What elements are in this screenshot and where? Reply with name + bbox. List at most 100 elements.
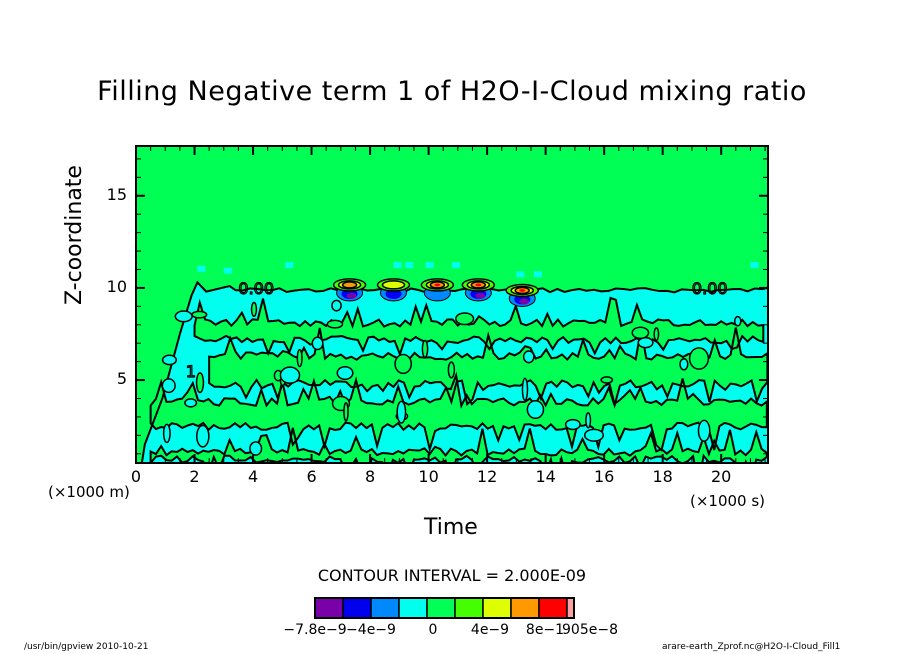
y-unit-label: (×1000 m)	[48, 483, 130, 501]
x-tick-label: 6	[306, 467, 317, 486]
contour-blob	[162, 423, 171, 444]
negative-speck	[405, 262, 414, 269]
positive-band-region	[194, 297, 764, 355]
contour-blob	[688, 347, 710, 370]
contour-blob	[455, 312, 475, 326]
negative-speck	[452, 262, 460, 269]
contour-blob	[653, 327, 660, 342]
colorbar-bin	[426, 597, 456, 619]
colorbar-bin	[342, 597, 372, 619]
contour-blob	[564, 418, 581, 431]
x-tick-label: 2	[189, 467, 200, 486]
colorbar-tick-label: 4e−9	[470, 622, 510, 638]
colorbar-frame	[314, 597, 575, 619]
x-tick-label: 0	[130, 467, 142, 486]
x-tick-label: 8	[364, 467, 376, 486]
x-tick-label: 16	[593, 467, 615, 486]
contour-blob	[522, 350, 535, 364]
positive-cell-peak	[519, 288, 526, 292]
contour-blob	[250, 301, 258, 318]
contour-blob	[600, 376, 614, 384]
positive-cell-peak	[475, 283, 482, 287]
contour-blob	[336, 365, 354, 381]
contour-blob	[697, 419, 711, 442]
contour-value-label: 1	[186, 362, 196, 381]
x-axis-title: Time	[424, 515, 478, 540]
contour-blob	[526, 399, 545, 420]
positive-band-region	[150, 375, 767, 451]
contour-blob	[161, 354, 178, 366]
contour-blob	[585, 412, 592, 429]
contour-blob	[174, 310, 193, 323]
colorbar-bin	[398, 597, 428, 619]
footer-right: arare-earth_Zprof.nc@H2O-I-Cloud_Fill1	[662, 642, 841, 652]
contour-blob	[637, 336, 654, 349]
colorbar-tick-label: 905e−8	[562, 622, 618, 638]
contour-value-label: 0.00	[238, 279, 274, 298]
contour-value-label: 0.00	[692, 279, 728, 298]
x-unit-label: (×1000 s)	[690, 492, 766, 510]
colorbar-bin	[566, 597, 575, 619]
positive-cell-peak	[434, 283, 441, 287]
y-tick-label: 15	[106, 184, 127, 204]
contour-blob	[161, 378, 176, 394]
contour-blob	[296, 348, 303, 368]
contour-blob	[184, 398, 198, 408]
negative-speck	[197, 265, 206, 272]
colorbar-bin	[482, 597, 512, 619]
contour-blob	[631, 326, 650, 340]
colorbar-tick-label: −7.8e−9	[283, 622, 347, 638]
negative-speck	[223, 267, 232, 274]
colorbar-bin	[370, 597, 400, 619]
contour-blob	[679, 357, 689, 371]
contour-blob	[249, 441, 263, 456]
negative-speck	[393, 262, 402, 269]
contour-blob	[279, 366, 301, 384]
contour-blob	[343, 402, 349, 422]
contour-blob	[521, 377, 529, 401]
plot-frame	[135, 145, 769, 464]
colorbar-tick-label: 0	[428, 622, 438, 638]
positive-cell-core	[341, 281, 358, 289]
negative-speck	[516, 271, 525, 278]
contour-blob	[421, 339, 429, 359]
colorbar	[314, 597, 575, 619]
colorbar-bin	[538, 597, 568, 619]
contour-blob	[196, 424, 210, 448]
contour-blob	[583, 428, 605, 442]
contour-line	[149, 427, 768, 463]
colorbar-bin	[454, 597, 484, 619]
chart-title: Filling Negative term 1 of H2O-I-Cloud m…	[97, 76, 807, 107]
contour-labels: 0.00 0.00 1	[185, 278, 728, 381]
contour-blob	[447, 361, 456, 379]
y-axis-title: Z-coordinate	[62, 165, 87, 305]
negative-cell-core	[346, 292, 357, 299]
colorbar-bin	[510, 597, 540, 619]
contour-blob	[191, 310, 208, 319]
negative-cell-core	[519, 298, 530, 305]
contour-line	[193, 296, 765, 358]
y-tick-label: 5	[116, 369, 127, 389]
contour-line	[149, 371, 768, 454]
contour-blob	[394, 353, 413, 375]
negative-speck	[285, 262, 294, 269]
contour-blob	[311, 336, 324, 351]
contour-blob	[331, 299, 342, 312]
negative-speck	[425, 262, 434, 269]
contour-blob	[195, 372, 205, 394]
contour-fills	[136, 146, 768, 463]
x-tick-label: 14	[535, 467, 556, 486]
positive-band-region	[209, 327, 768, 405]
x-tick-label: 12	[476, 467, 498, 486]
colorbar-tick-label: −4e−9	[346, 622, 396, 638]
positive-cell-core	[381, 280, 406, 290]
colorbar-tick-label: 8e−1	[525, 622, 565, 638]
extreme-cells	[332, 278, 539, 307]
colorbar-bin	[314, 597, 344, 619]
y-tick-label: 10	[106, 276, 127, 296]
negative-speck	[750, 262, 759, 269]
footer-left: /usr/bin/gpview 2010-10-21	[24, 642, 149, 652]
contour-interval-label: CONTOUR INTERVAL = 2.000E-09	[317, 566, 587, 585]
contour-blob	[396, 400, 407, 424]
